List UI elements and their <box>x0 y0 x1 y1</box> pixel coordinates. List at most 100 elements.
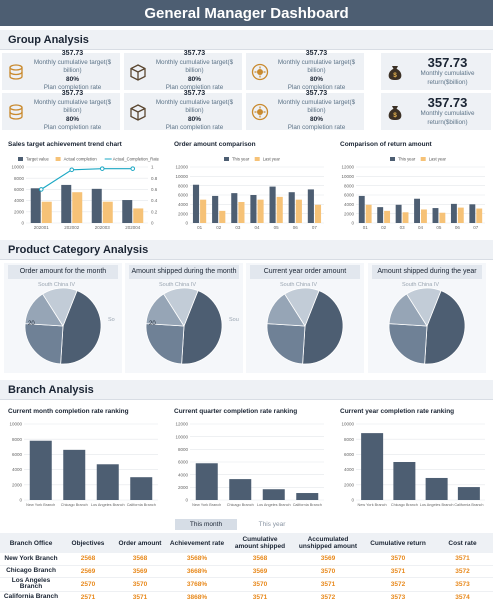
table-cell: 3568 <box>114 553 166 566</box>
table-cell: 3571 <box>228 591 292 600</box>
bar <box>402 212 409 223</box>
x-tick-label: Los Angeles Branch <box>420 503 454 507</box>
column-header: Order amount <box>114 533 166 553</box>
line-point <box>38 187 44 192</box>
y-tick-label: 2000 <box>14 209 25 214</box>
money-bag-icon: $ <box>388 105 402 120</box>
y-tick-label: 8000 <box>344 437 355 442</box>
table-cell: 2571 <box>62 591 114 600</box>
legend-label: Last year <box>263 157 281 162</box>
chart-year-ranking: Current year completion rate ranking 100… <box>334 404 491 514</box>
y-tick-label: 8000 <box>178 447 189 452</box>
bar <box>133 208 144 223</box>
period-tabs: This month This year <box>175 519 303 530</box>
table-header-row: Branch Office Objectives Order amount Ac… <box>0 533 493 553</box>
pie-label: South China IV <box>280 282 317 288</box>
bar <box>229 479 252 500</box>
tab-this-month[interactable]: This month <box>175 519 237 530</box>
bar <box>61 184 72 223</box>
kpi-percent-label: Plan completion rate <box>165 124 224 132</box>
pie-slice <box>181 290 223 365</box>
kpi-percent-label: Plan completion rate <box>43 124 102 132</box>
bar <box>192 184 200 223</box>
chart-quarter-ranking-svg: 12000 10000 8000 6000 4000 2000 0 New York Bran… <box>175 422 324 507</box>
y-tick-label: 0 <box>185 221 188 226</box>
chart-return-comparison: Comparison of return amount 12000 10000 80… <box>334 137 491 237</box>
kpi-value: 357.73 <box>427 95 468 110</box>
chart-title: Current month completion rate ranking <box>8 408 129 415</box>
pie-label: South China IV <box>402 282 439 288</box>
legend-swatch <box>224 157 229 161</box>
pie-label: 20 <box>149 321 156 327</box>
legend-swatch <box>18 157 23 161</box>
pie-title: Current year order amount <box>250 265 360 279</box>
bar <box>102 201 113 223</box>
table-cell: 3571 <box>432 553 493 566</box>
y-tick-label: 8000 <box>344 183 355 188</box>
bar <box>421 209 427 223</box>
line-point <box>69 167 75 173</box>
bar <box>250 195 257 223</box>
kpi-label: Monthly cumulative target($ billion) <box>155 58 234 75</box>
section-product-category: Product Category Analysis <box>0 240 493 260</box>
dashboard-title-bar: General Manager Dashboard <box>0 0 493 26</box>
legend-label: Actual_Completion_Rate <box>113 157 160 162</box>
x-tick-label: 202004 <box>125 225 141 230</box>
kpi-card: $357.73 Monthly cumulative return($billio… <box>381 93 491 130</box>
branch-name-cell: Chicago Branch <box>0 565 62 578</box>
kpi-card: 357.73 Monthly cumulative target($ billio… <box>2 90 120 132</box>
y-tick-label: 4000 <box>14 198 25 203</box>
y-tick-label: 0 <box>21 221 24 226</box>
y-tick-label: 6000 <box>14 187 25 192</box>
section-branch-analysis: Branch Analysis <box>0 380 493 400</box>
line-series <box>40 168 133 190</box>
section-heading: Product Category Analysis <box>8 243 149 256</box>
bar <box>307 189 314 223</box>
kpi-value: 357.73 <box>61 50 84 58</box>
y-tick-label: 2000 <box>178 211 189 216</box>
table-cell: 3570 <box>364 553 432 566</box>
bar <box>212 195 219 223</box>
table-cell: 2569 <box>62 565 114 578</box>
chart-month-ranking: Current month completion rate ranking 10… <box>2 404 164 514</box>
y2-tick-label: 0.8 <box>151 176 158 181</box>
table-cell: 3868% <box>166 591 228 600</box>
x-tick-label: 03 <box>400 225 406 230</box>
chart-sales-trend: Sales target achievement trend chart 100… <box>2 137 164 237</box>
bar <box>41 201 52 223</box>
section-heading: Branch Analysis <box>8 383 94 396</box>
x-tick-label: 202002 <box>64 225 80 230</box>
y-tick-label: 10000 <box>9 422 22 427</box>
tab-this-year[interactable]: This year <box>258 521 286 528</box>
kpi-card: 357.73 Monthly cumulative target($ billio… <box>246 50 364 91</box>
y-tick-label: 10000 <box>341 174 354 179</box>
box-icon <box>130 63 146 81</box>
money-bag-icon: $ <box>388 65 402 80</box>
section-heading: Group Analysis <box>8 33 89 46</box>
bar <box>200 199 207 223</box>
table-cell: 3570 <box>114 577 166 592</box>
chart-title: Current quarter completion rate ranking <box>174 408 298 415</box>
table-row: Los Angeles Branch 2570 3570 3768% 3570 3571 3… <box>0 577 493 592</box>
kpi-label: Monthly cumulative target($ billion) <box>277 98 356 115</box>
pie-slice <box>60 290 102 365</box>
y-tick-label: 4000 <box>178 202 189 207</box>
pie-slice <box>24 323 64 365</box>
y-tick-label: 6000 <box>178 460 189 465</box>
y-tick-label: 6000 <box>344 452 355 457</box>
chart-order-comparison-svg: 12000 10000 8000 6000 4000 2000 0 01 02 03 04 05 06 0… <box>175 157 324 230</box>
x-tick-label: 06 <box>293 225 299 230</box>
legend-swatch <box>254 157 260 161</box>
x-tick-label: California Branch <box>454 503 483 507</box>
x-tick-label: 07 <box>312 225 318 230</box>
pie-label: South China IV <box>38 282 75 288</box>
y2-tick-label: 0.4 <box>151 198 158 203</box>
pie-label: So <box>108 317 115 323</box>
kpi-label: Monthly cumulative return($billion) <box>420 110 475 126</box>
svg-text:$: $ <box>393 112 397 119</box>
bar <box>72 192 83 223</box>
x-tick-label: 01 <box>363 225 369 230</box>
bar <box>91 188 102 223</box>
y-tick-label: 8000 <box>12 437 23 442</box>
chart-month-ranking-svg: 10000 8000 6000 4000 2000 0 New York Branch Chi… <box>9 422 158 507</box>
